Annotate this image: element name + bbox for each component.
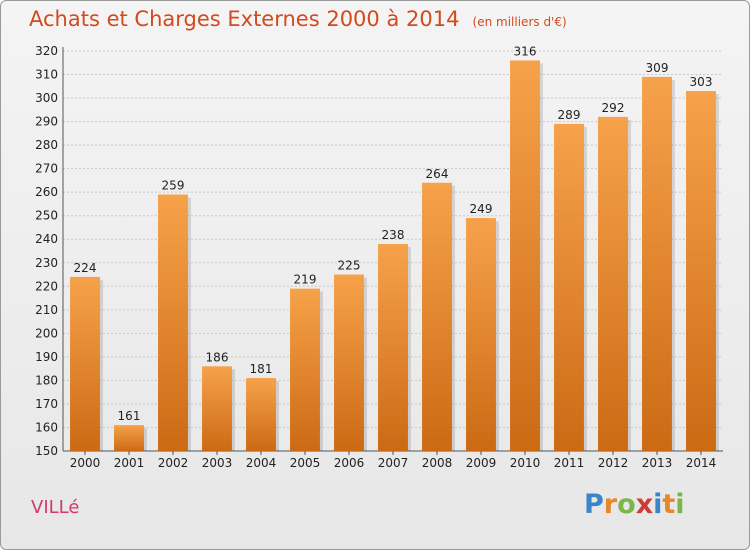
x-tick-label: 2013	[642, 456, 673, 470]
y-tick-label: 170	[35, 397, 58, 411]
bar	[290, 288, 320, 451]
x-tick-label: 2004	[246, 456, 277, 470]
bar	[158, 194, 188, 451]
bar-value-label: 161	[118, 409, 141, 423]
y-tick-label: 210	[35, 303, 58, 317]
bar-value-label: 303	[690, 75, 713, 89]
bar	[114, 425, 144, 451]
y-tick-label: 320	[35, 44, 58, 58]
chart-title: Achats et Charges Externes 2000 à 2014	[29, 7, 460, 31]
x-tick-label: 2007	[378, 456, 409, 470]
y-tick-label: 190	[35, 350, 58, 364]
bar-value-label: 186	[206, 350, 229, 364]
bar-value-label: 225	[338, 259, 361, 273]
bar-value-label: 224	[74, 261, 97, 275]
bar-value-label: 181	[250, 362, 273, 376]
logo-letter: i	[653, 489, 663, 520]
y-tick-label: 310	[35, 68, 58, 82]
y-tick-label: 300	[35, 91, 58, 105]
bar	[422, 182, 452, 451]
bar-value-label: 292	[602, 101, 625, 115]
y-tick-label: 280	[35, 138, 58, 152]
x-tick-label: 2006	[334, 456, 365, 470]
x-tick-label: 2010	[510, 456, 541, 470]
bar	[378, 243, 408, 451]
y-tick-label: 250	[35, 209, 58, 223]
x-tick-label: 2011	[554, 456, 585, 470]
title-row: Achats et Charges Externes 2000 à 2014 (…	[29, 7, 567, 31]
x-tick-label: 2000	[70, 456, 101, 470]
y-tick-label: 200	[35, 326, 58, 340]
bar	[598, 116, 628, 451]
commune-name: VILLé	[31, 497, 80, 518]
bar-value-label: 238	[382, 228, 405, 242]
bar	[70, 276, 100, 451]
chart-unit: (en milliers d'€)	[472, 15, 567, 29]
x-tick-label: 2001	[114, 456, 145, 470]
y-tick-label: 160	[35, 420, 58, 434]
x-tick-label: 2012	[598, 456, 629, 470]
logo-letter: x	[635, 489, 654, 520]
x-tick-label: 2002	[158, 456, 189, 470]
y-tick-label: 260	[35, 185, 58, 199]
y-tick-label: 180	[35, 373, 58, 387]
x-tick-label: 2008	[422, 456, 453, 470]
bar-value-label: 309	[646, 61, 669, 75]
x-tick-label: 2003	[202, 456, 233, 470]
y-tick-label: 230	[35, 256, 58, 270]
logo-letter: i	[675, 489, 685, 520]
proxiti-logo: Proxiti	[584, 489, 685, 520]
bar	[510, 60, 540, 451]
bar-value-label: 264	[426, 167, 449, 181]
bar	[466, 218, 496, 451]
bar-value-label: 259	[162, 179, 185, 193]
bar-value-label: 249	[470, 202, 493, 216]
bar	[334, 274, 364, 451]
logo-letter: P	[584, 489, 604, 520]
x-tick-label: 2005	[290, 456, 321, 470]
y-tick-label: 220	[35, 279, 58, 293]
x-tick-label: 2014	[686, 456, 717, 470]
logo-letter: t	[662, 489, 676, 520]
y-tick-label: 150	[35, 444, 58, 458]
y-tick-label: 270	[35, 162, 58, 176]
y-tick-label: 290	[35, 115, 58, 129]
bar	[554, 123, 584, 452]
bar-value-label: 316	[514, 44, 537, 58]
bar	[246, 378, 276, 451]
logo-letter: r	[603, 489, 618, 520]
bar	[202, 366, 232, 451]
bar-value-label: 219	[294, 273, 317, 287]
bar-value-label: 289	[558, 108, 581, 122]
x-tick-label: 2009	[466, 456, 497, 470]
bar	[686, 91, 716, 451]
y-tick-label: 240	[35, 232, 58, 246]
logo-letter: o	[617, 489, 636, 520]
bar	[642, 76, 672, 451]
